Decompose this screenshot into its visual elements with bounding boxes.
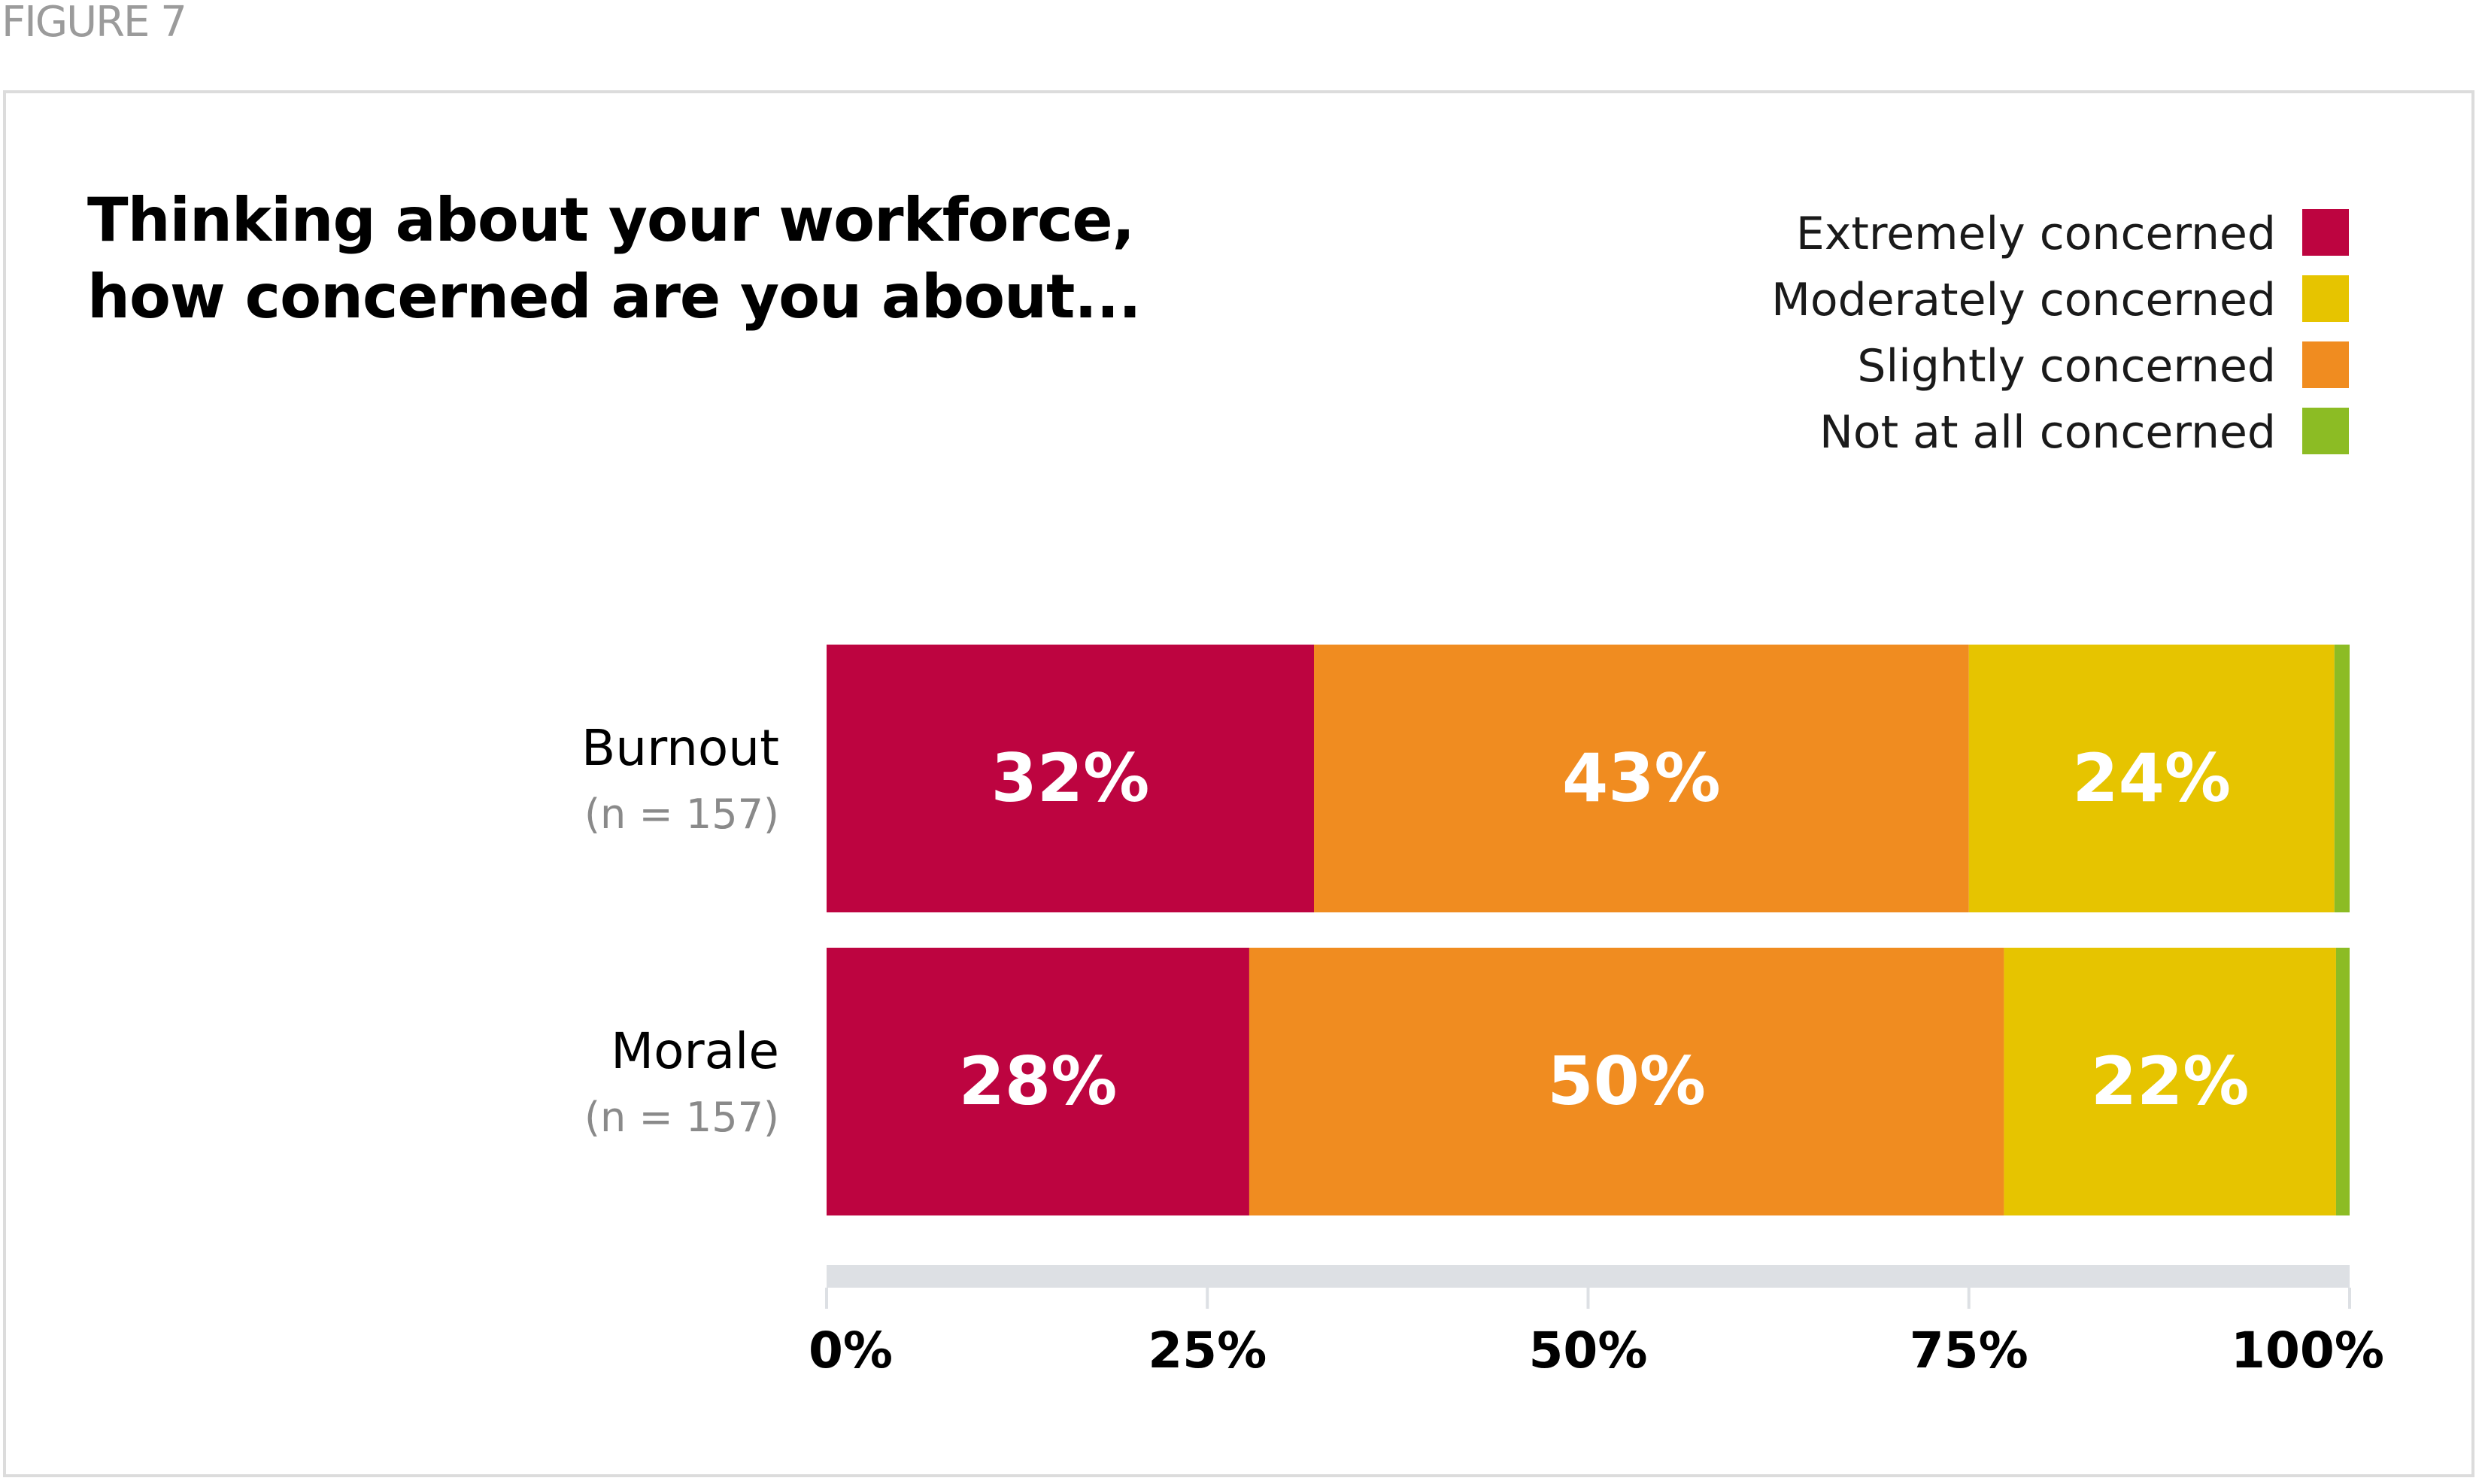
category-sublabel: (n = 157) bbox=[584, 791, 779, 838]
legend-swatch bbox=[2302, 275, 2349, 322]
bar-segment-morale-2 bbox=[2004, 948, 2336, 1215]
legend: Extremely concerned Moderately concerned S… bbox=[1771, 208, 2349, 459]
tick-label: 0% bbox=[809, 1322, 893, 1379]
bar-segment-burnout-1 bbox=[1314, 645, 1969, 912]
bar-segment-burnout-0 bbox=[827, 645, 1314, 912]
chart-title-line-1: Thinking about your workforce, bbox=[87, 185, 1135, 255]
data-label: 24% bbox=[2072, 739, 2231, 817]
legend-label: Extremely concerned bbox=[1796, 208, 2276, 260]
bars: 32% 43% 24% 28% 50% 22% bbox=[827, 645, 2350, 1215]
tick-label: 50% bbox=[1529, 1322, 1648, 1379]
category-sublabel: (n = 157) bbox=[584, 1094, 779, 1141]
category-label: Morale bbox=[611, 1022, 779, 1080]
x-axis: 0% 25% 50% 75% 100% bbox=[809, 1265, 2384, 1379]
legend-swatch bbox=[2302, 408, 2349, 454]
category-labels: Burnout (n = 157) Morale (n = 157) bbox=[581, 719, 779, 1141]
bar-segment-burnout-3 bbox=[2334, 645, 2350, 912]
tick-label: 100% bbox=[2231, 1322, 2384, 1379]
bar-segment-burnout-2 bbox=[1968, 645, 2335, 912]
chart-title-line-2: how concerned are you about... bbox=[87, 262, 1142, 332]
legend-label: Slightly concerned bbox=[1857, 340, 2276, 393]
legend-swatch bbox=[2302, 209, 2349, 256]
bar-segment-morale-0 bbox=[827, 948, 1249, 1215]
tick-label: 25% bbox=[1148, 1322, 1267, 1379]
legend-swatch bbox=[2302, 341, 2349, 388]
category-label: Burnout bbox=[581, 719, 779, 777]
figure-label: FIGURE 7 bbox=[2, 0, 187, 47]
tick-label: 75% bbox=[1910, 1322, 2028, 1379]
chart-title: Thinking about your workforce, how conce… bbox=[87, 182, 1215, 335]
data-label: 32% bbox=[991, 739, 1150, 817]
data-label: 22% bbox=[2091, 1042, 2250, 1120]
bar-segment-morale-3 bbox=[2335, 948, 2350, 1215]
bar-segment-morale-1 bbox=[1249, 948, 2004, 1215]
legend-label: Moderately concerned bbox=[1771, 274, 2276, 326]
data-label: 28% bbox=[959, 1042, 1118, 1120]
legend-label: Not at all concerned bbox=[1819, 406, 2276, 459]
data-label: 50% bbox=[1547, 1042, 1706, 1120]
data-label: 43% bbox=[1562, 739, 1721, 817]
axis-band bbox=[827, 1265, 2350, 1288]
